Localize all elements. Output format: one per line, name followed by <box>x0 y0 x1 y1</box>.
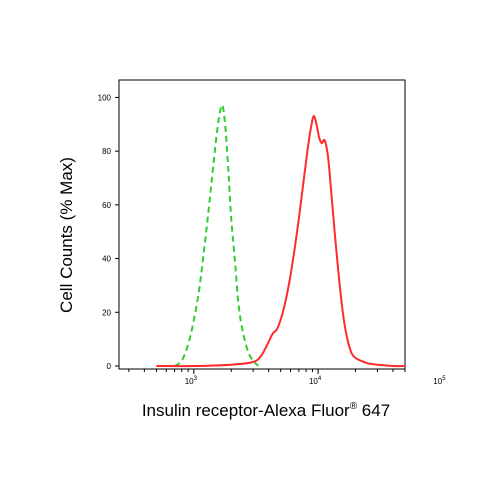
y-tick-label: 80 <box>102 147 111 156</box>
x-axis-ticks: 103 104 105 <box>128 369 446 386</box>
y-axis-ticks: 0 20 40 60 80 100 <box>98 93 119 371</box>
x-axis-title-superscript: ® <box>350 401 358 412</box>
y-tick-label: 100 <box>98 93 112 102</box>
x-axis-title-suffix: 647 <box>357 401 390 420</box>
x-tick-label-base: 10 <box>309 377 318 386</box>
series-line-1 <box>174 104 260 367</box>
y-tick-label: 60 <box>102 201 111 210</box>
series-line-2 <box>156 115 406 368</box>
x-tick-label: 103 <box>185 376 198 386</box>
x-tick-label-base: 10 <box>185 377 194 386</box>
x-axis-title-main: Insulin receptor-Alexa Fluor <box>142 401 350 420</box>
x-tick-label: 104 <box>309 376 322 386</box>
x-tick-label-base: 10 <box>433 377 442 386</box>
y-axis-title: Cell Counts (% Max) <box>57 157 76 313</box>
series-layer <box>156 104 406 368</box>
x-tick-label-exponent: 5 <box>442 376 446 382</box>
x-tick-label-exponent: 3 <box>194 376 198 382</box>
x-axis-title: Insulin receptor-Alexa Fluor® 647 <box>142 401 390 420</box>
plot-frame <box>118 79 406 370</box>
x-tick-label-exponent: 4 <box>318 376 322 382</box>
x-tick-label: 105 <box>433 376 446 386</box>
y-tick-label: 40 <box>102 255 111 264</box>
y-tick-label: 20 <box>102 308 111 317</box>
y-tick-label: 0 <box>107 362 112 371</box>
